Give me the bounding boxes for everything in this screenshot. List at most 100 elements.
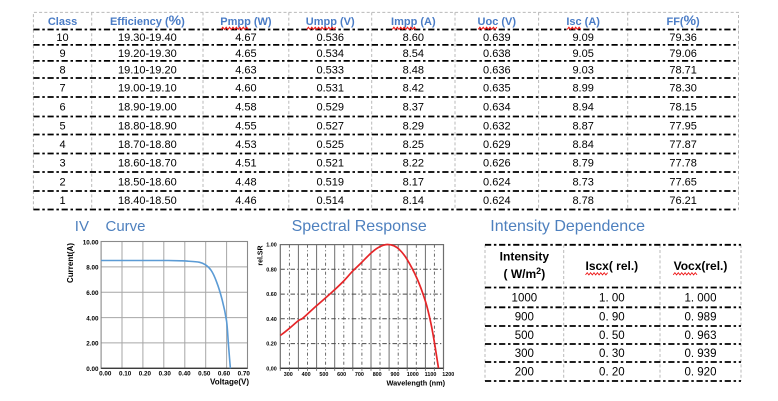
svg-text:8.94: 8.94 bbox=[572, 102, 593, 114]
svg-text:6.00: 6.00 bbox=[86, 290, 99, 297]
svg-text:4.67: 4.67 bbox=[235, 32, 256, 44]
svg-text:FF(%): FF(%) bbox=[666, 12, 700, 28]
svg-text:0,00: 0,00 bbox=[266, 366, 277, 372]
svg-text:0. 20: 0. 20 bbox=[599, 367, 625, 379]
svg-text:4.53: 4.53 bbox=[235, 139, 256, 151]
svg-text:5: 5 bbox=[59, 120, 65, 132]
svg-text:Curve: Curve bbox=[106, 218, 146, 235]
svg-text:0.635: 0.635 bbox=[483, 82, 511, 94]
svg-text:Intensity: Intensity bbox=[500, 250, 550, 264]
svg-text:200: 200 bbox=[515, 367, 534, 379]
svg-text:300: 300 bbox=[284, 372, 293, 378]
svg-text:0.60: 0.60 bbox=[218, 371, 231, 378]
svg-text:10: 10 bbox=[56, 32, 68, 44]
svg-text:0.40: 0.40 bbox=[178, 371, 191, 378]
svg-text:0.70: 0.70 bbox=[238, 371, 251, 378]
svg-text:8.78: 8.78 bbox=[572, 195, 593, 207]
svg-text:3: 3 bbox=[59, 158, 65, 170]
svg-text:2: 2 bbox=[59, 176, 65, 188]
svg-text:1. 00: 1. 00 bbox=[599, 292, 625, 304]
svg-text:700: 700 bbox=[355, 372, 364, 378]
svg-text:8.48: 8.48 bbox=[403, 64, 424, 76]
svg-text:0.639: 0.639 bbox=[483, 32, 511, 44]
svg-text:8.87: 8.87 bbox=[572, 120, 593, 132]
svg-text:0.632: 0.632 bbox=[483, 120, 511, 132]
svg-text:Umpp (V): Umpp (V) bbox=[306, 16, 355, 28]
svg-text:Impp (A): Impp (A) bbox=[391, 16, 436, 28]
svg-text:18.40-18.50: 18.40-18.50 bbox=[118, 195, 177, 207]
svg-text:4.55: 4.55 bbox=[235, 120, 256, 132]
svg-text:800: 800 bbox=[373, 372, 382, 378]
svg-text:Iscx( rel.): Iscx( rel.) bbox=[585, 259, 638, 273]
svg-text:8.99: 8.99 bbox=[572, 82, 593, 94]
svg-text:77.65: 77.65 bbox=[669, 176, 697, 188]
svg-text:8.37: 8.37 bbox=[403, 102, 424, 114]
svg-text:0. 50: 0. 50 bbox=[599, 330, 625, 342]
svg-text:rel.SR: rel.SR bbox=[258, 245, 265, 265]
svg-text:4.63: 4.63 bbox=[235, 64, 256, 76]
svg-text:77.78: 77.78 bbox=[669, 158, 697, 170]
svg-text:18.80-18.90: 18.80-18.90 bbox=[118, 120, 177, 132]
svg-text:0.531: 0.531 bbox=[316, 82, 344, 94]
svg-text:4.51: 4.51 bbox=[235, 158, 256, 170]
svg-text:9.03: 9.03 bbox=[572, 64, 593, 76]
svg-text:0.40: 0.40 bbox=[266, 317, 277, 323]
svg-text:8: 8 bbox=[59, 64, 65, 76]
svg-text:1000: 1000 bbox=[512, 292, 538, 304]
svg-text:0. 90: 0. 90 bbox=[599, 312, 625, 324]
svg-text:Spectral Response: Spectral Response bbox=[292, 218, 427, 235]
svg-text:0.529: 0.529 bbox=[316, 102, 344, 114]
svg-text:8.00: 8.00 bbox=[86, 265, 99, 272]
svg-text:8.14: 8.14 bbox=[403, 195, 424, 207]
svg-text:0.80: 0.80 bbox=[266, 267, 277, 273]
svg-text:900: 900 bbox=[515, 312, 534, 324]
svg-text:0. 939: 0. 939 bbox=[685, 348, 717, 360]
svg-text:0.525: 0.525 bbox=[316, 139, 344, 151]
svg-text:8.25: 8.25 bbox=[403, 139, 424, 151]
svg-text:77.87: 77.87 bbox=[669, 139, 697, 151]
svg-text:0. 989: 0. 989 bbox=[685, 312, 717, 324]
svg-text:18.60-18.70: 18.60-18.70 bbox=[118, 158, 177, 170]
svg-text:0.624: 0.624 bbox=[483, 176, 511, 188]
svg-text:500: 500 bbox=[319, 372, 328, 378]
svg-text:4.65: 4.65 bbox=[235, 48, 256, 60]
svg-text:78.30: 78.30 bbox=[669, 82, 697, 94]
svg-text:8.42: 8.42 bbox=[403, 82, 424, 94]
svg-text:6: 6 bbox=[59, 102, 65, 114]
svg-text:0. 920: 0. 920 bbox=[685, 367, 717, 379]
svg-text:0.536: 0.536 bbox=[316, 32, 344, 44]
svg-text:0.521: 0.521 bbox=[316, 158, 344, 170]
svg-text:0.634: 0.634 bbox=[483, 102, 511, 114]
svg-text:0.10: 0.10 bbox=[119, 371, 132, 378]
svg-text:19.00-19.10: 19.00-19.10 bbox=[118, 82, 177, 94]
svg-text:1200: 1200 bbox=[442, 372, 454, 378]
svg-text:0.638: 0.638 bbox=[483, 48, 511, 60]
svg-text:10.00: 10.00 bbox=[83, 239, 99, 246]
svg-text:0.624: 0.624 bbox=[483, 195, 511, 207]
svg-text:0.629: 0.629 bbox=[483, 139, 511, 151]
svg-text:19.20-19.30: 19.20-19.30 bbox=[118, 48, 177, 60]
svg-text:8.84: 8.84 bbox=[572, 139, 593, 151]
svg-text:4.46: 4.46 bbox=[235, 195, 256, 207]
svg-text:8.22: 8.22 bbox=[403, 158, 424, 170]
svg-text:300: 300 bbox=[515, 348, 534, 360]
svg-text:0.514: 0.514 bbox=[316, 195, 344, 207]
svg-text:19.30-19.40: 19.30-19.40 bbox=[118, 32, 177, 44]
svg-text:0.519: 0.519 bbox=[316, 176, 344, 188]
svg-text:8.73: 8.73 bbox=[572, 176, 593, 188]
svg-text:Vocx(rel.): Vocx(rel.) bbox=[674, 259, 728, 273]
svg-text:4.00: 4.00 bbox=[86, 315, 99, 322]
svg-text:9: 9 bbox=[59, 48, 65, 60]
svg-text:8.29: 8.29 bbox=[403, 120, 424, 132]
svg-text:9.09: 9.09 bbox=[572, 32, 593, 44]
svg-text:Class: Class bbox=[48, 16, 77, 28]
svg-text:18.70-18.80: 18.70-18.80 bbox=[118, 139, 177, 151]
svg-text:Current(A): Current(A) bbox=[66, 243, 75, 283]
svg-text:18.50-18.60: 18.50-18.60 bbox=[118, 176, 177, 188]
svg-text:77.95: 77.95 bbox=[669, 120, 697, 132]
svg-text:1: 1 bbox=[59, 195, 65, 207]
svg-text:Voltage(V): Voltage(V) bbox=[210, 377, 249, 386]
svg-text:1.00: 1.00 bbox=[266, 243, 277, 249]
svg-text:0.636: 0.636 bbox=[483, 64, 511, 76]
svg-text:0.533: 0.533 bbox=[316, 64, 344, 76]
